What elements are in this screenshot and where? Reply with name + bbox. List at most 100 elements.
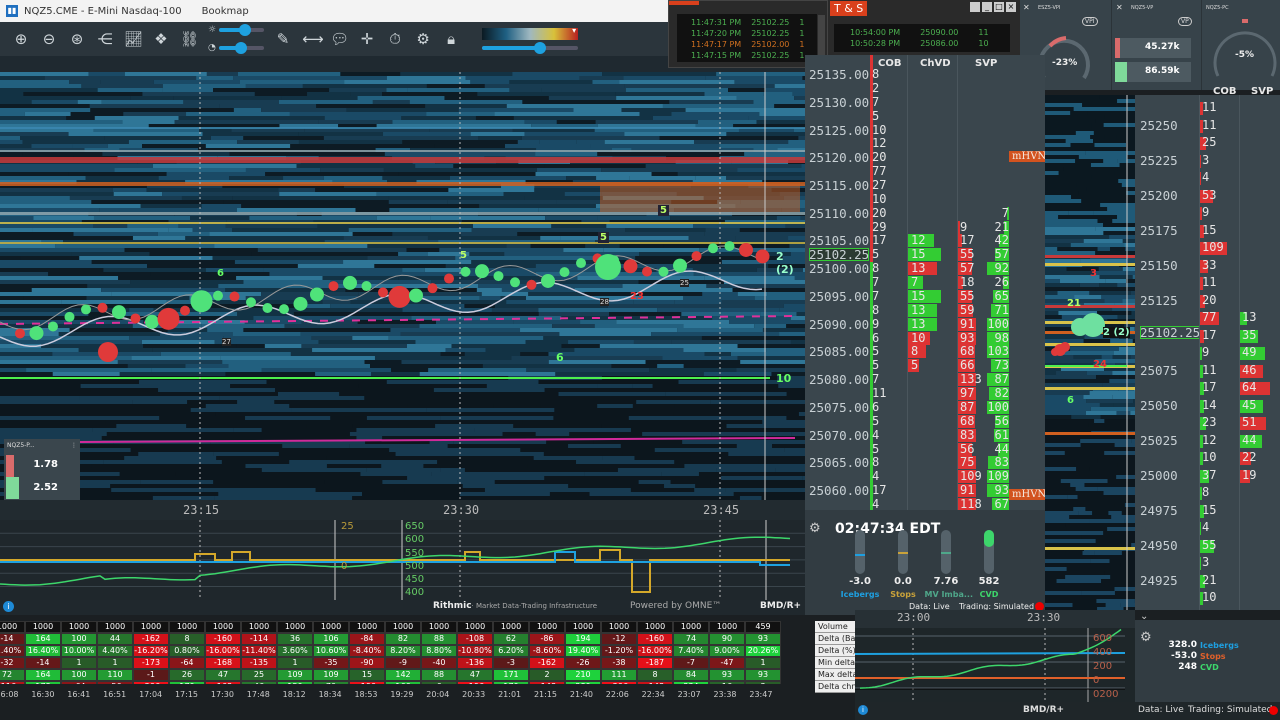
scrollbar[interactable] xyxy=(818,15,825,61)
col-header-cob[interactable]: COB xyxy=(1213,86,1237,97)
indicators-icon[interactable]: 📈︎ xyxy=(124,30,144,48)
brightness-slider[interactable] xyxy=(219,24,265,36)
heatmap-cell xyxy=(104,136,211,140)
heatmap-cell xyxy=(183,100,279,104)
fit-icon[interactable]: ⊛ xyxy=(70,30,84,48)
comment-icon[interactable]: 💬︎ xyxy=(330,30,350,48)
heatmap-cell xyxy=(1091,175,1135,179)
price-label: 25200 xyxy=(1140,188,1178,203)
secondary-price-ladder[interactable]: 25250 25225 25200 25175 25150 25125 25102.25 25… xyxy=(1135,95,1280,610)
info-icon[interactable]: i xyxy=(858,705,868,715)
tas-list[interactable]: 11:47:31 PM 25102.25 1 11:47:20 PM 25102.25 1… xyxy=(677,14,817,62)
heatmap-cell xyxy=(1114,587,1135,591)
chevron-down-icon[interactable]: ⌄ xyxy=(1140,611,1149,622)
table-cell: 1000 xyxy=(493,621,529,633)
heatmap-cell xyxy=(1131,427,1135,431)
restore-icon[interactable] xyxy=(970,2,980,12)
heatmap-cell xyxy=(584,472,662,476)
heatmap-cell xyxy=(225,372,316,376)
settings-icon[interactable]: ⚙ xyxy=(1140,630,1152,645)
col-header-cob[interactable]: COB xyxy=(878,58,902,69)
heatmap-cell xyxy=(683,364,805,368)
secondary-heatmap[interactable]: 3 21 24 6 2 (2) xyxy=(1045,95,1135,610)
heatmap-cell xyxy=(390,328,521,332)
crosshair-icon[interactable]: ✛ xyxy=(360,30,374,48)
price-ladder[interactable]: COB ChVD SVP 25135.00 25130.00 25125.00 251… xyxy=(805,55,1045,510)
heatmap-cell xyxy=(1045,199,1082,203)
heatmap-cell xyxy=(522,420,636,424)
heatmap-cell xyxy=(798,480,805,484)
info-icon[interactable]: i xyxy=(3,601,14,612)
heatmap-cell xyxy=(553,416,629,420)
pencil-icon[interactable]: ✎ xyxy=(276,30,290,48)
link-icon[interactable]: ⛓︎ xyxy=(180,30,200,48)
cob-value: 10 xyxy=(872,191,887,206)
lock-icon[interactable]: 🔒︎ xyxy=(447,30,456,48)
heatmap-cell xyxy=(1107,207,1135,211)
add-ons-icon[interactable]: ❖ xyxy=(154,30,168,48)
heatmap-chart[interactable]: 6 6 5 5 5 23 28 27 25 10 2 (2) NQZ5-P...… xyxy=(0,72,805,500)
zoom-out-icon[interactable]: ⊖ xyxy=(42,30,56,48)
cvd-mini-chart[interactable]: 23:00 23:30 600 400 200 0 0200 xyxy=(855,610,1135,702)
color-scale-dropdown[interactable]: ▾ xyxy=(482,26,579,40)
heatmap-cell xyxy=(525,340,569,344)
table-cell: 1 xyxy=(745,657,781,669)
heatmap-cell xyxy=(1100,203,1135,207)
heatmap-cell xyxy=(355,208,390,212)
svp-buy-value: 73 xyxy=(994,358,1009,373)
tas-list[interactable]: 10:54:00 PM 25090.00 11 10:50:28 PM 25086.00… xyxy=(834,24,1010,52)
maximize-icon[interactable]: □ xyxy=(994,2,1004,12)
heatmap-range-slider[interactable] xyxy=(482,42,579,54)
cob-value: 4 xyxy=(1202,520,1210,534)
cob-ask-bar xyxy=(870,55,873,275)
iceberg-label: Icebergs xyxy=(1200,641,1239,650)
heatmap-cell xyxy=(127,364,186,368)
share-icon[interactable]: ⋲ xyxy=(97,30,113,48)
timer-icon[interactable]: ⏱︎ xyxy=(389,30,401,48)
heatmap-cell xyxy=(652,116,749,120)
col-header-svp[interactable]: SVP xyxy=(975,58,998,69)
heatmap-cell xyxy=(1045,355,1074,359)
col-header-svp[interactable]: SVP xyxy=(1251,86,1274,97)
time-label: 22:06 xyxy=(605,690,629,699)
cob-value: 33 xyxy=(1202,257,1217,272)
trade-bubble xyxy=(755,249,770,264)
heatmap-cell xyxy=(0,372,53,376)
indicator-subchart[interactable]: 25 0 650 600 550 500 450 400 xyxy=(0,520,805,600)
contrast-slider[interactable] xyxy=(218,42,264,54)
time-label: 18:12 xyxy=(282,690,306,699)
heatmap-cell xyxy=(737,356,805,360)
time-axis[interactable]: 23:15 23:30 23:45 xyxy=(0,500,805,520)
zoom-in-icon[interactable]: ⊕ xyxy=(14,30,28,48)
price-label: 24925 xyxy=(1140,573,1178,588)
close-icon[interactable]: ✕ xyxy=(1023,3,1030,12)
liquidity-band xyxy=(1045,387,1135,390)
heatmap-cell xyxy=(778,384,805,388)
more-icon[interactable]: ⋮ xyxy=(71,442,77,449)
close-icon[interactable]: × xyxy=(1006,2,1016,12)
svp-buy-value: 67 xyxy=(994,497,1009,511)
settings-icon[interactable]: ⚙ xyxy=(809,521,821,536)
delta-table-row-labels: Volume Delta (Bar) Delta (%) Min delta M… xyxy=(815,621,857,693)
heatmap-cell xyxy=(131,356,221,360)
heatmap-cell xyxy=(1067,495,1078,499)
cvd-icon[interactable]: ⚙︎ xyxy=(416,30,430,48)
table-cell: 82 xyxy=(385,633,421,645)
minimize-icon[interactable]: _ xyxy=(982,2,992,12)
col-header-chvd[interactable]: ChVD xyxy=(920,58,951,69)
heatmap-cell xyxy=(216,456,327,460)
heatmap-cell xyxy=(388,336,544,340)
table-cell: -135 xyxy=(241,657,277,669)
heatmap-cell xyxy=(384,152,536,156)
close-icon[interactable]: ✕ xyxy=(1116,3,1123,12)
cob-value: 5 xyxy=(872,441,880,456)
heatmap-cell xyxy=(1131,439,1135,443)
table-cell: 1000 xyxy=(169,621,205,633)
heatmap-cell xyxy=(346,284,479,288)
heatmap-cell xyxy=(1122,267,1135,271)
measure-icon[interactable]: ⟷ xyxy=(302,30,324,48)
cob-value: 20 xyxy=(872,205,887,220)
heatmap-cell xyxy=(1110,567,1135,571)
heatmap-cell xyxy=(329,88,387,92)
heatmap-cell xyxy=(1112,371,1135,375)
